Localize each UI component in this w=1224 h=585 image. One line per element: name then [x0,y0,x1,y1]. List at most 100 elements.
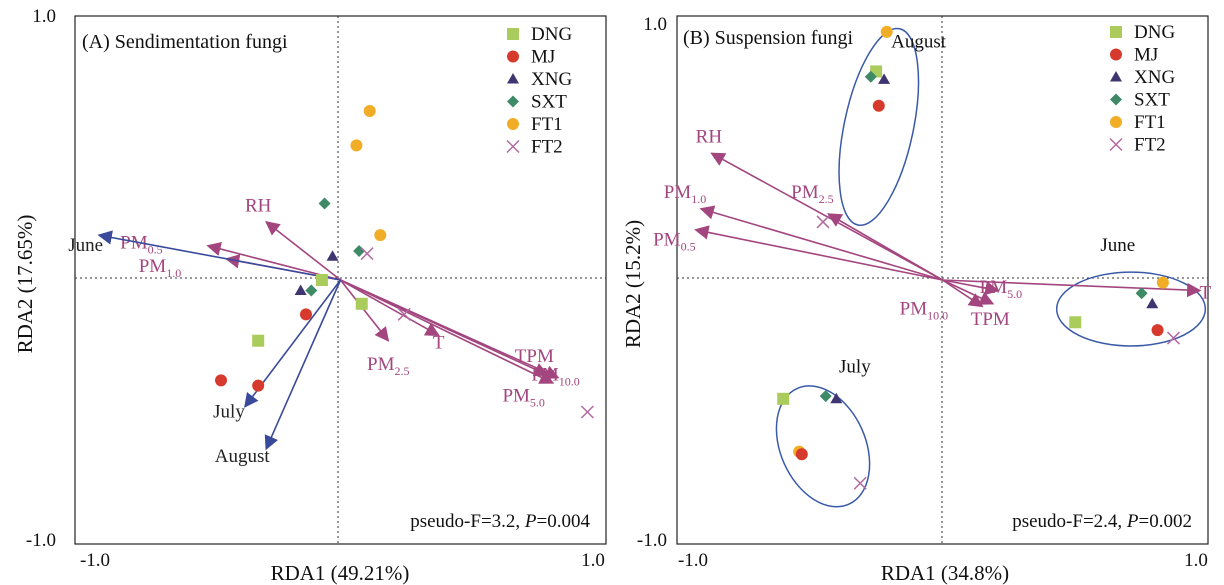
month-vector-2 [264,279,342,451]
stats-prefix-a: pseudo-F=3.2, [410,511,525,532]
panel-a: RHPM0.5PM1.0PM2.5TTPMPM10.0PM5.0JuneJuly… [13,6,607,585]
point-xng-7 [294,284,307,296]
point-ft2-15 [397,307,411,321]
point-mj-10 [1151,324,1164,337]
env-vector-0 [710,152,943,281]
point-xng-14 [830,392,843,404]
env-vector-label-2: PM0.5 [653,230,695,254]
legend-symbol-mj [1110,48,1122,61]
point-xng-6 [326,250,339,261]
stats-p-value-b: =0.002 [1139,511,1192,532]
y-axis-label-a: RDA2 (17.65%) [13,215,37,354]
month-vector-label-0: June [68,235,103,256]
group-ellipse-2 [775,385,871,508]
env-vector-5 [942,279,984,308]
legend-label-sxt: SXT [531,92,567,113]
stats-b: pseudo-F=2.4, P=0.002 [1012,511,1192,532]
point-ft2-17 [853,476,867,490]
point-ft1-4 [880,25,893,38]
env-vector-label-1: PM1.0 [664,182,706,206]
point-xng-8 [1146,297,1159,309]
stats-prefix-b: pseudo-F=2.4, [1012,511,1127,532]
env-vector-label-7: T [1200,282,1212,303]
legend-symbol-ft2 [1109,137,1123,152]
group-ellipse-1 [1055,271,1207,347]
point-ft1-13 [374,229,387,242]
x-tick-right-a: 1.0 [581,550,605,571]
point-mj-4 [215,374,228,387]
point-dng-2 [252,334,265,347]
ellipse-label-june: June [1100,235,1135,256]
legend-symbol-ft1 [1110,116,1122,128]
env-vector-7 [340,279,555,384]
point-sxt-10 [305,284,318,297]
x-tick-left-a: -1.0 [80,550,110,571]
point-sxt-8 [318,197,331,210]
y-tick-top-a: 1.0 [32,6,56,27]
legend-label-ft1: FT1 [1134,112,1166,133]
point-ft2-5 [816,215,830,229]
env-vector-6 [340,279,560,379]
env-vector-label-1: PM0.5 [120,232,162,256]
env-vector-label-3: PM2.5 [791,182,833,206]
env-vector-3 [339,279,390,342]
point-sxt-7 [1135,287,1148,300]
x-tick-left-b: -1.0 [678,550,708,571]
legend-symbol-sxt [507,95,519,108]
stats-a: pseudo-F=3.2, P=0.004 [410,511,590,532]
env-vector-label-0: RH [245,195,272,216]
env-vector-label-3: PM2.5 [367,354,409,378]
panel-title-b: (B) Suspension fungi [683,27,853,49]
y-axis-label-b: RDA2 (15.2%) [621,220,645,348]
env-vector-label-7: PM5.0 [502,385,544,409]
point-dng-6 [1069,316,1082,329]
legend-label-dng: DNG [1134,22,1175,43]
point-ft1-11 [363,105,376,118]
ellipse-label-july: July [839,356,871,377]
legend-label-ft1: FT1 [531,114,563,135]
point-ft2-14 [360,247,374,261]
env-vector-4 [942,279,1000,296]
x-tick-right-b: 1.0 [1184,550,1208,571]
group-ellipse-0 [838,27,920,227]
x-axis-label-a: RDA1 (49.21%) [271,561,410,585]
env-vector-label-0: RH [696,127,723,148]
env-vector-label-2: PM1.0 [139,256,181,280]
legend-symbol-mj [507,50,519,63]
point-ft2-16 [580,405,594,419]
env-vector-7 [942,279,1202,298]
env-vector-label-5: TPM [515,346,554,367]
point-sxt-13 [819,390,832,403]
legend-symbol-ft2 [506,139,520,154]
stats-p-label-b: P [1126,511,1139,532]
point-sxt-1 [864,70,877,83]
legend-symbol-xng [507,73,519,84]
month-vector-label-1: July [213,401,245,422]
point-ft1-9 [1156,276,1169,289]
env-vector-label-4: T [433,333,445,354]
panel-b: August June July RH PM1.0 PM0.5 PM2.5 PM5.0 PM1… [621,14,1212,585]
y-tick-bottom-a: -1.0 [26,530,56,551]
legend-symbol-dng [1110,26,1122,38]
point-mj-16 [795,448,808,461]
x-axis-label-b: RDA1 (34.8%) [881,561,1009,585]
env-vector-label-4: PM5.0 [980,277,1022,301]
legend-label-xng: XNG [1134,67,1175,88]
month-vector-label-2: August [215,446,271,467]
legend-label-mj: MJ [531,47,555,68]
y-tick-top-b: 1.0 [643,14,667,35]
env-vector-3 [827,213,943,281]
legend-label-xng: XNG [531,69,572,90]
legend-symbol-dng [507,28,519,40]
point-xng-2 [878,73,891,84]
legend-label-ft2: FT2 [1134,135,1166,156]
legend-symbol-sxt [1110,93,1122,106]
point-mj-3 [872,99,885,112]
legend-label-mj: MJ [1134,45,1158,66]
point-ft1-12 [350,139,363,152]
point-mj-3 [299,308,312,321]
legend-symbol-ft1 [507,118,519,130]
legend-label-dng: DNG [531,24,572,45]
